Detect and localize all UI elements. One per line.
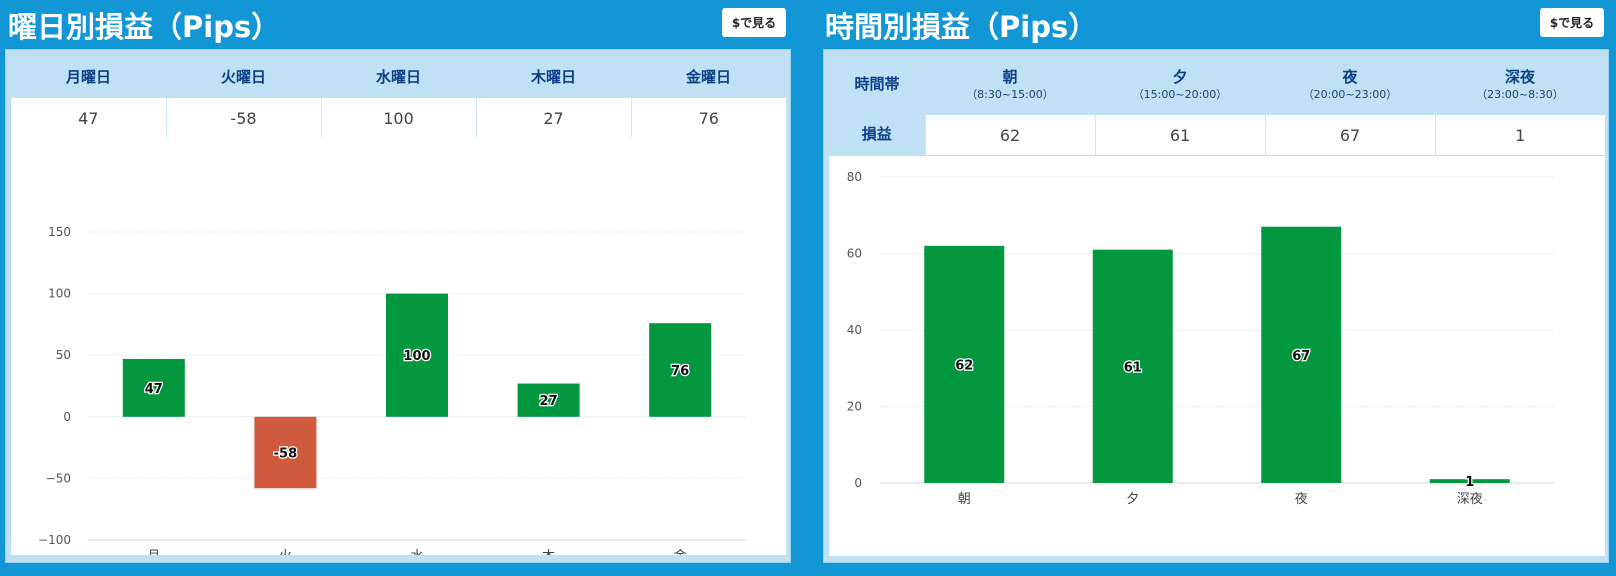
time-header-morning-range: （8:30~15:00）: [966, 87, 1054, 101]
weekday-header-thu: 木曜日: [476, 55, 631, 98]
time-ytick-label: 40: [847, 323, 862, 337]
weekday-value-mon: 47: [11, 98, 166, 139]
time-data-label: 62: [955, 358, 973, 373]
time-card: 時間帯 朝（8:30~15:00） 夕（15:00~20:00） 夜（20:00…: [823, 49, 1609, 563]
weekday-usd-button[interactable]: $で見る: [722, 8, 786, 37]
weekday-chart: −100 −50 0 50 100 150 47 月 -58 火 100 水 27 木 76 金: [38, 225, 746, 564]
time-data-label: 67: [1292, 349, 1310, 364]
time-value-row: 損益 62 61 67 1: [829, 115, 1605, 155]
time-chart: 0 20 40 60 80 62 朝 61 夕 67 夜 1 深夜: [847, 170, 1554, 507]
time-panel-title: 時間別損益（Pips）: [825, 10, 1098, 44]
weekday-ytick-label: 50: [56, 348, 71, 362]
time-header-evening-range: （15:00~20:00）: [1132, 87, 1228, 101]
time-xtick-label: 夜: [1295, 492, 1308, 507]
time-value-evening: 61: [1094, 115, 1265, 155]
time-header-corner: 時間帯: [829, 55, 925, 115]
weekday-data-label: 76: [671, 364, 689, 379]
weekday-xtick-label: 月: [147, 549, 160, 555]
weekday-xtick-label: 火: [279, 549, 292, 555]
weekday-bar[interactable]: [649, 323, 712, 417]
time-data-label: 1: [1465, 475, 1474, 490]
weekday-header-wed: 水曜日: [321, 55, 476, 98]
weekday-bar[interactable]: [122, 358, 185, 417]
time-header-night-name: 夜: [1342, 68, 1358, 87]
time-header-morning-name: 朝: [1002, 68, 1018, 87]
time-ytick-label: 60: [847, 247, 862, 261]
time-ytick-label: 20: [847, 400, 862, 414]
weekday-xtick-label: 金: [674, 548, 687, 555]
time-header-night-range: （20:00~23:00）: [1302, 87, 1398, 101]
time-ytick-label: 80: [847, 170, 862, 184]
time-header-night: 夜（20:00~23:00）: [1265, 55, 1435, 115]
time-header-evening-name: 夕: [1172, 68, 1188, 87]
weekday-value-thu: 27: [475, 98, 631, 139]
time-table: 時間帯 朝（8:30~15:00） 夕（15:00~20:00） 夜（20:00…: [829, 55, 1605, 155]
weekday-header-fri: 金曜日: [631, 55, 786, 98]
time-bar[interactable]: [1429, 479, 1510, 483]
weekday-data-label: 27: [540, 394, 558, 409]
weekday-ytick-label: 150: [48, 225, 71, 239]
time-xtick-label: 深夜: [1457, 492, 1483, 507]
weekday-card: 月曜日 火曜日 水曜日 木曜日 金曜日 47 -58 100 27 76 −10…: [5, 49, 791, 564]
time-chart-area: 0 20 40 60 80 62 朝 61 夕 67 夜 1 深夜: [829, 156, 1605, 556]
weekday-header-tue: 火曜日: [166, 55, 321, 98]
weekday-header-row: 月曜日 火曜日 水曜日 木曜日 金曜日: [11, 55, 786, 98]
weekday-xtick-label: 木: [542, 549, 555, 555]
time-value-night: 67: [1264, 115, 1435, 155]
time-bar[interactable]: [1261, 226, 1342, 483]
time-header-evening: 夕（15:00~20:00）: [1095, 55, 1265, 115]
time-header-morning: 朝（8:30~15:00）: [925, 55, 1095, 115]
weekday-ytick-label: −100: [38, 533, 71, 547]
weekday-chart-area: −100 −50 0 50 100 150 47 月 -58 火 100 水 27 木 76 金: [11, 137, 786, 564]
time-usd-button[interactable]: $で見る: [1540, 8, 1604, 37]
time-xtick-label: 朝: [958, 492, 971, 507]
weekday-data-label: 47: [145, 382, 163, 397]
weekday-value-fri: 76: [630, 98, 786, 139]
time-header-latenight: 深夜 （23:00~8:30）: [1435, 55, 1605, 115]
time-header-latenight-name: 深夜: [1504, 68, 1535, 87]
time-value-latenight: 1: [1434, 115, 1605, 155]
weekday-table: 月曜日 火曜日 水曜日 木曜日 金曜日 47 -58 100 27 76: [11, 55, 786, 139]
weekday-value-row: 47 -58 100 27 76: [11, 98, 786, 139]
weekday-panel-title: 曜日別損益（Pips）: [8, 10, 281, 44]
time-bar[interactable]: [924, 245, 1005, 483]
weekday-ytick-label: 100: [48, 287, 71, 301]
time-xtick-label: 夕: [1126, 492, 1139, 507]
weekday-bar[interactable]: [386, 293, 448, 417]
weekday-ytick-label: −50: [46, 471, 71, 485]
time-bar[interactable]: [1092, 249, 1173, 483]
weekday-bar[interactable]: [254, 416, 317, 489]
weekday-data-label: -58: [274, 447, 298, 462]
weekday-xtick-label: 水: [410, 549, 423, 555]
weekday-header-mon: 月曜日: [11, 55, 166, 98]
time-ytick-label: 0: [854, 476, 862, 490]
time-header-row: 時間帯 朝（8:30~15:00） 夕（15:00~20:00） 夜（20:00…: [829, 55, 1605, 115]
weekday-bar[interactable]: [517, 383, 580, 417]
weekday-value-tue: -58: [165, 98, 321, 139]
time-header-latenight-range: （23:00~8:30）: [1476, 87, 1564, 101]
time-data-label: 61: [1124, 360, 1142, 375]
time-value-morning: 62: [924, 115, 1095, 155]
weekday-ytick-label: 0: [63, 410, 71, 424]
weekday-data-label: 100: [403, 349, 430, 364]
time-row-label: 損益: [829, 115, 925, 155]
weekday-value-wed: 100: [320, 98, 476, 139]
